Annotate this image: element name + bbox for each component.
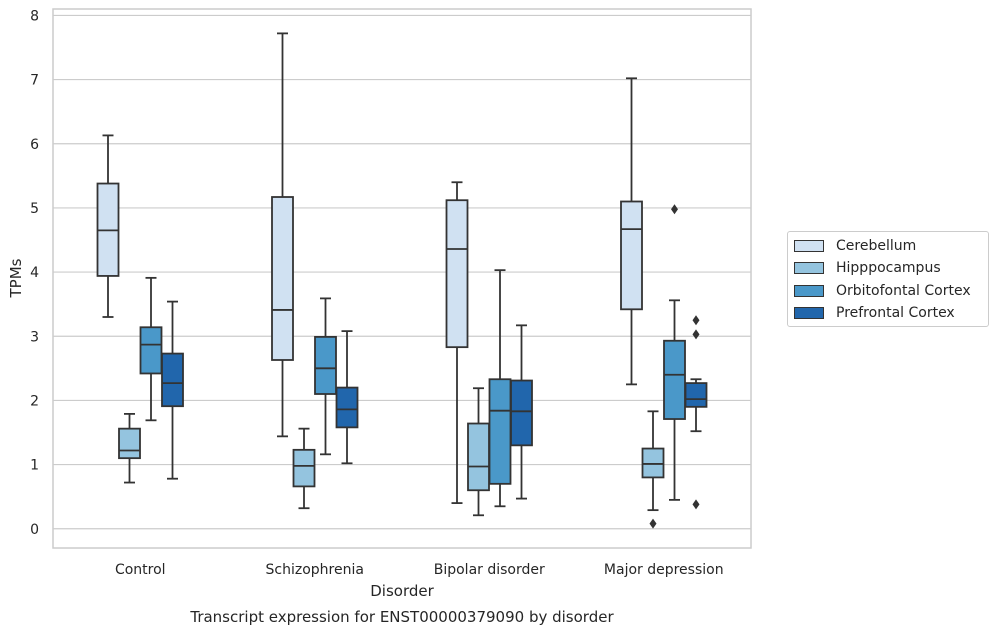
x-tick-label-schizophrenia: Schizophrenia <box>266 562 364 578</box>
outlier-point <box>692 315 700 326</box>
iqr-box <box>292 448 316 488</box>
legend-item-prefrontal: Prefrontal Cortex <box>794 304 955 322</box>
legend-swatch-hippocampus <box>794 262 824 274</box>
outlier-point <box>671 204 678 215</box>
y-tick-label-3: 3 <box>30 329 39 345</box>
iqr-box <box>684 382 708 408</box>
box-prefrontal-cortex-bipolar-disorder <box>510 324 533 500</box>
y-tick-label-2: 2 <box>30 393 39 409</box>
series-prefrontal-cortex <box>161 300 708 510</box>
iqr-box <box>620 200 643 311</box>
legend-swatch-cerebellum <box>794 240 824 252</box>
box-cerebellum-control <box>96 134 120 318</box>
box-hipppocampus-schizophrenia <box>292 427 316 510</box>
iqr-box <box>467 422 490 492</box>
outlier-point <box>649 518 657 529</box>
y-tick-label-0: 0 <box>30 522 39 538</box>
box-prefrontal-cortex-schizophrenia <box>335 330 359 465</box>
series-orbitofontal-cortex <box>139 204 686 508</box>
x-axis-label: Disorder <box>370 582 434 600</box>
box-hipppocampus-bipolar-disorder <box>467 387 490 517</box>
iqr-box <box>335 386 359 429</box>
x-tick-label-control: Control <box>115 562 166 578</box>
box-orbitofontal-cortex-schizophrenia <box>314 297 337 456</box>
y-axis-label: TPMs <box>7 258 25 298</box>
iqr-box <box>314 335 337 395</box>
box-cerebellum-bipolar-disorder <box>445 181 469 504</box>
series-cerebellum <box>96 32 643 504</box>
box-orbitofontal-cortex-major-depression <box>663 204 686 501</box>
iqr-box <box>445 199 469 349</box>
box-cerebellum-schizophrenia <box>271 32 294 438</box>
outlier-point <box>692 499 700 510</box>
box-hipppocampus-control <box>118 412 141 484</box>
iqr-box <box>139 326 163 375</box>
iqr-box <box>488 378 512 485</box>
y-tick-label-5: 5 <box>30 201 39 217</box>
legend-swatch-orbitofrontal <box>794 285 824 297</box>
iqr-box <box>271 196 294 361</box>
x-tick-labels: Control Schizophrenia Bipolar disorder Majo… <box>115 562 724 578</box>
legend-label-orbitofrontal: Orbitofontal Cortex <box>836 283 971 299</box>
iqr-box <box>663 339 686 420</box>
box-hipppocampus-major-depression <box>641 410 665 529</box>
iqr-box <box>161 352 184 408</box>
legend-item-hippocampus: Hipppocampus <box>794 259 941 277</box>
iqr-box <box>510 379 533 447</box>
series-hipppocampus <box>118 387 665 529</box>
legend-label-prefrontal: Prefrontal Cortex <box>836 305 955 321</box>
x-tick-label-bipolar-disorder: Bipolar disorder <box>434 562 545 578</box>
legend-label-cerebellum: Cerebellum <box>836 238 917 254</box>
y-tick-labels: 0 1 2 3 4 5 6 7 8 <box>30 8 39 537</box>
y-tick-label-1: 1 <box>30 458 39 474</box>
iqr-box <box>641 447 665 479</box>
box-orbitofontal-cortex-control <box>139 276 163 422</box>
y-tick-label-4: 4 <box>30 265 39 281</box>
legend-label-hippocampus: Hipppocampus <box>836 260 941 276</box>
chart-title: Transcript expression for ENST0000037909… <box>189 608 614 626</box>
x-tick-label-major-depression: Major depression <box>604 562 724 578</box>
y-tick-label-7: 7 <box>30 73 39 89</box>
legend: Cerebellum Hipppocampus Orbitofontal Cor… <box>787 231 989 327</box>
legend-item-cerebellum: Cerebellum <box>794 237 916 255</box>
box-series-layer <box>96 32 708 529</box>
y-tick-label-8: 8 <box>30 8 39 24</box>
y-tick-label-6: 6 <box>30 137 39 153</box>
legend-item-orbitofrontal: Orbitofontal Cortex <box>794 282 971 300</box>
legend-swatch-prefrontal <box>794 307 824 319</box>
outlier-point <box>692 329 700 340</box>
box-cerebellum-major-depression <box>620 77 643 386</box>
box-prefrontal-cortex-major-depression <box>684 315 708 510</box>
box-prefrontal-cortex-control <box>161 300 184 480</box>
iqr-box <box>118 427 141 460</box>
